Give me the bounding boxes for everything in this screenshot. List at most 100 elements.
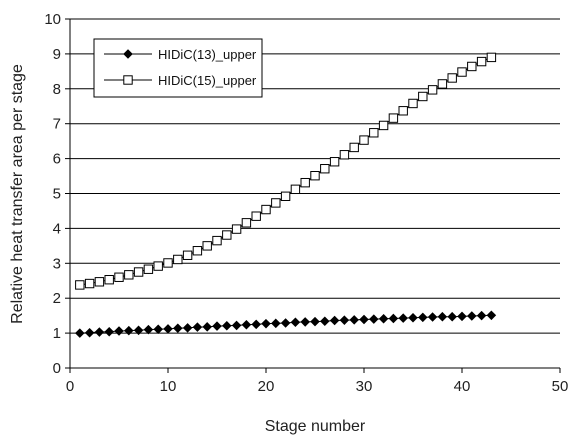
data-point (408, 312, 418, 323)
data-point (84, 278, 95, 289)
data-point (349, 315, 359, 325)
data-point (329, 315, 340, 326)
series-layer (75, 52, 497, 338)
data-point (84, 327, 95, 338)
data-point (457, 67, 467, 77)
data-point (202, 322, 212, 332)
data-point (182, 323, 193, 333)
data-point (300, 177, 310, 188)
data-point (300, 317, 310, 327)
data-point (271, 198, 281, 208)
data-point (212, 321, 222, 331)
data-point (418, 91, 428, 102)
data-point (133, 325, 144, 336)
data-point (94, 327, 105, 337)
data-point (124, 325, 134, 336)
data-point (241, 218, 252, 228)
data-point (369, 314, 379, 324)
data-point (261, 204, 271, 215)
data-point (388, 313, 399, 324)
data-point (467, 311, 477, 321)
data-point (359, 314, 369, 325)
data-point (231, 224, 242, 234)
data-point (222, 321, 232, 331)
x-tick-label: 30 (356, 378, 373, 395)
data-point (133, 267, 144, 277)
y-tick-label: 3 (53, 255, 61, 272)
data-point (280, 318, 291, 328)
data-point (290, 184, 301, 195)
x-tick-label: 10 (160, 378, 177, 395)
data-point (427, 312, 438, 322)
legend-box (93, 38, 263, 98)
x-tick-label: 0 (66, 378, 74, 395)
data-point (476, 56, 487, 67)
data-point (143, 264, 154, 274)
x-tick-label: 40 (454, 378, 471, 395)
y-axis-label: Relative heat transfer area per stage (9, 64, 26, 324)
legend-label: HIDiC(15)_upper (158, 73, 257, 88)
y-tick-label: 5 (53, 186, 61, 203)
data-point (173, 323, 183, 333)
data-point (486, 310, 497, 321)
data-point (251, 319, 261, 330)
data-point (378, 314, 389, 324)
data-point (75, 280, 85, 290)
data-point (222, 230, 232, 240)
y-tick-label: 9 (53, 46, 61, 63)
data-point (310, 316, 320, 327)
series-1 (75, 310, 497, 338)
y-tick-label: 0 (53, 360, 61, 377)
data-point (75, 328, 85, 338)
y-tick-label: 1 (53, 325, 61, 342)
data-point (378, 120, 389, 131)
data-point (339, 315, 350, 325)
data-point (486, 52, 497, 63)
data-point (173, 254, 183, 265)
data-point (349, 142, 359, 153)
data-point (241, 319, 252, 330)
data-point (447, 73, 457, 83)
data-point (124, 270, 134, 280)
y-tick-label: 8 (53, 81, 61, 98)
data-point (437, 311, 448, 322)
data-point (339, 150, 350, 160)
data-point (310, 171, 320, 181)
legend-marker (123, 49, 133, 59)
axes (65, 18, 561, 373)
data-point (251, 211, 261, 221)
data-point (163, 324, 173, 334)
data-point (427, 85, 438, 95)
data-point (290, 317, 301, 328)
data-point (104, 326, 114, 337)
data-point (192, 322, 203, 332)
legend: HIDiC(13)_upper HIDiC(15)_upper (93, 38, 263, 98)
data-point (153, 261, 163, 271)
data-point (320, 316, 330, 326)
tick-labels: 0 1 2 3 4 5 6 7 8 9 10 0 10 20 30 40 50 (44, 11, 568, 395)
x-tick-label: 50 (552, 378, 569, 395)
data-point (447, 311, 457, 322)
data-point (94, 277, 105, 287)
data-point (153, 324, 163, 335)
data-point (467, 61, 477, 72)
data-point (418, 312, 428, 323)
data-point (369, 128, 379, 138)
legend-marker (123, 75, 133, 85)
data-point (202, 241, 212, 251)
y-tick-label: 6 (53, 151, 61, 168)
data-point (192, 246, 203, 256)
data-point (182, 250, 193, 260)
data-point (320, 164, 330, 174)
data-point (104, 275, 114, 285)
data-point (398, 106, 408, 116)
data-point (359, 135, 369, 145)
data-point (329, 157, 340, 167)
data-point (437, 79, 448, 89)
data-point (143, 324, 154, 335)
data-point (388, 113, 399, 123)
y-tick-label: 2 (53, 290, 61, 307)
series-2 (75, 52, 497, 290)
y-tick-label: 7 (53, 116, 61, 133)
